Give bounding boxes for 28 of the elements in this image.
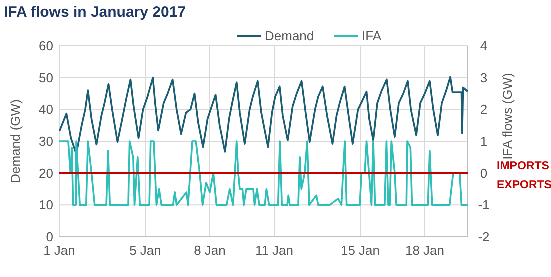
x-tick-label: 15 Jan [340,243,380,258]
y-tick-label: 30 [39,134,54,150]
y-tick-label: 40 [39,102,54,118]
y-tick-label: 20 [39,166,54,181]
y2-tick-label: 3 [480,70,488,86]
x-tick-label: 5 Jan [130,243,162,258]
y-tick-label: 10 [39,198,54,213]
y2-tick-label: -1 [478,198,490,213]
x-tick-label: 11 Jan [255,243,294,258]
y2-tick-label: 4 [480,38,488,54]
y-tick-label: 50 [39,70,54,86]
x-tick-label: 8 Jan [194,243,226,258]
y2-axis-title: IFA flows (GW) [500,73,515,160]
text: IMPORTS [497,160,550,172]
y-axis-title: Demand (GW) [8,100,23,184]
y-tick-label: 60 [39,38,54,54]
line-series [59,140,468,206]
x-tick-label: 18 Jan [405,243,445,258]
y-tick-label: 0 [46,230,54,245]
x-tick-label: 1 Jan [44,243,76,258]
y2-tick-label: 1 [480,134,488,150]
line-series [59,76,468,156]
y2-tick-label: 2 [480,102,488,118]
y2-tick-label: -2 [478,230,490,245]
chart-title: IFA flows in January 2017 [4,4,186,21]
legend-label: Demand [265,28,314,44]
y2-tick-label: 0 [480,166,488,181]
legend-label: IFA [362,28,382,44]
